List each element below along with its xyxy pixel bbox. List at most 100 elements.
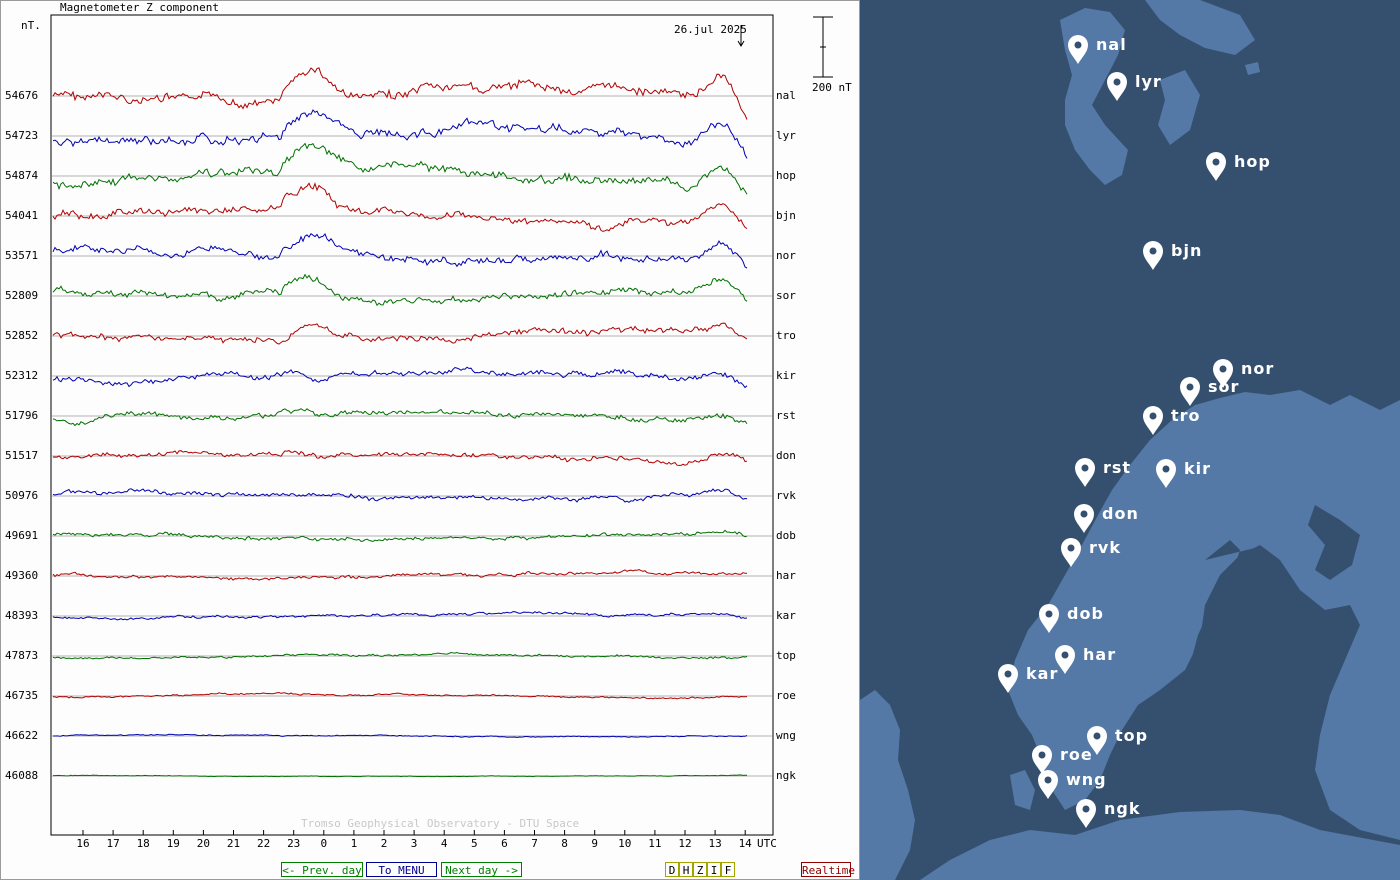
- station-marker-har[interactable]: [1055, 645, 1075, 674]
- station-map-label-kar[interactable]: kar: [1026, 664, 1059, 683]
- station-marker-roe[interactable]: [1032, 745, 1052, 774]
- station-map-label-tro[interactable]: tro: [1171, 406, 1201, 425]
- component-h-button[interactable]: H: [679, 862, 693, 877]
- component-z-button[interactable]: Z: [693, 862, 707, 877]
- station-map-label-rvk[interactable]: rvk: [1089, 538, 1121, 557]
- british-isles-land: [860, 690, 915, 880]
- station-marker-kar[interactable]: [998, 664, 1018, 693]
- station-code-kir: kir: [776, 369, 796, 382]
- station-map-label-ngk[interactable]: ngk: [1104, 799, 1141, 818]
- station-map-label-lyr[interactable]: lyr: [1135, 72, 1162, 91]
- baseline-value-roe: 46735: [5, 689, 39, 702]
- station-marker-don[interactable]: [1074, 504, 1094, 533]
- station-marker-kir[interactable]: [1156, 459, 1176, 488]
- station-map-label-nal[interactable]: nal: [1096, 35, 1127, 54]
- baseline-value-kar: 48393: [5, 609, 39, 622]
- trace-lyr: [52, 109, 748, 159]
- trace-nal: [52, 67, 748, 120]
- x-tick-label: 6: [501, 837, 508, 850]
- station-map-label-har[interactable]: har: [1083, 645, 1117, 664]
- station-code-wng: wng: [776, 729, 796, 742]
- x-tick-label: 8: [561, 837, 568, 850]
- station-map-label-kir[interactable]: kir: [1184, 459, 1212, 478]
- station-marker-wng[interactable]: [1038, 770, 1058, 799]
- trace-sor: [52, 273, 748, 307]
- gulf-of-bothnia: [1148, 540, 1260, 735]
- trace-kir: [52, 366, 748, 389]
- station-code-dob: dob: [776, 529, 796, 542]
- trace-nor: [52, 232, 748, 269]
- station-map-label-rst[interactable]: rst: [1103, 458, 1132, 477]
- x-tick-label: 19: [166, 837, 180, 850]
- menu-button[interactable]: To MENU: [366, 862, 437, 877]
- station-marker-rst[interactable]: [1075, 458, 1095, 487]
- station-marker-tro[interactable]: [1143, 406, 1163, 435]
- x-tick-label: 18: [136, 837, 150, 850]
- x-tick-label: 3: [410, 837, 418, 850]
- trace-top: [52, 651, 748, 660]
- station-code-bjn: bjn: [776, 209, 796, 222]
- x-tick-label: 2: [380, 837, 388, 850]
- station-map-label-don[interactable]: don: [1102, 504, 1139, 523]
- prev-day-button[interactable]: <- Prev. day: [281, 862, 363, 877]
- baseline-value-top: 47873: [5, 649, 39, 662]
- trace-don: [52, 450, 748, 466]
- station-marker-rvk[interactable]: [1061, 538, 1081, 567]
- x-tick-label: 10: [618, 837, 632, 850]
- station-marker-dob[interactable]: [1039, 604, 1059, 633]
- next-day-button[interactable]: Next day ->: [441, 862, 522, 877]
- station-code-don: don: [776, 449, 796, 462]
- station-marker-nor[interactable]: [1213, 359, 1233, 388]
- x-tick-label: 1: [350, 837, 358, 850]
- station-code-ngk: ngk: [776, 769, 796, 782]
- station-map-label-top[interactable]: top: [1115, 726, 1149, 745]
- station-map-label-roe[interactable]: roe: [1060, 745, 1093, 764]
- map-svg: [860, 0, 1400, 880]
- station-code-top: top: [776, 649, 796, 662]
- station-marker-bjn[interactable]: [1143, 241, 1163, 270]
- scale-bar: [813, 16, 833, 78]
- station-marker-lyr[interactable]: [1107, 72, 1127, 101]
- svalbard-east-land: [1158, 70, 1200, 145]
- component-i-button[interactable]: I: [707, 862, 721, 877]
- station-code-har: har: [776, 569, 796, 582]
- station-map-label-dob[interactable]: dob: [1067, 604, 1104, 623]
- trace-ngk: [53, 774, 747, 778]
- x-tick-label: 7: [531, 837, 538, 850]
- x-tick-label: 21: [226, 837, 241, 850]
- station-marker-nal[interactable]: [1068, 35, 1088, 64]
- station-marker-sor[interactable]: [1180, 377, 1200, 406]
- baseline-value-sor: 52809: [5, 289, 39, 302]
- station-marker-top[interactable]: [1087, 726, 1107, 755]
- component-f-button[interactable]: F: [721, 862, 735, 877]
- station-code-hop: hop: [776, 169, 796, 182]
- baseline-value-nal: 54676: [5, 89, 39, 102]
- baseline-value-nor: 53571: [5, 249, 39, 262]
- station-map-label-wng[interactable]: wng: [1066, 770, 1107, 789]
- baseline-value-bjn: 54041: [5, 209, 39, 222]
- station-marker-ngk[interactable]: [1076, 799, 1096, 828]
- continent-land: [920, 810, 1400, 880]
- x-tick-label: 17: [106, 837, 120, 850]
- station-map-label-hop[interactable]: hop: [1234, 152, 1271, 171]
- station-map-label-nor[interactable]: nor: [1241, 359, 1275, 378]
- baseline-value-rvk: 50976: [5, 489, 39, 502]
- plot-title: Magnetometer Z component: [60, 1, 219, 14]
- component-d-button[interactable]: D: [665, 862, 679, 877]
- x-tick-label: 20: [196, 837, 211, 850]
- baseline-value-tro: 52852: [5, 329, 39, 342]
- baseline-value-rst: 51796: [5, 409, 39, 422]
- realtime-button[interactable]: Realtime: [801, 862, 855, 877]
- plot-frame: [50, 14, 833, 836]
- trace-kar: [52, 611, 748, 621]
- baseline-value-kir: 52312: [5, 369, 39, 382]
- station-map-label-bjn[interactable]: bjn: [1171, 241, 1203, 260]
- station-map: nal lyr hop bjn nor sor tro rst kir don rvk dob har k…: [860, 0, 1400, 880]
- station-map-label-sor[interactable]: sor: [1208, 377, 1240, 396]
- baseline-value-dob: 49691: [5, 529, 39, 542]
- credit-text: Tromso Geophysical Observatory - DTU Spa…: [301, 817, 580, 830]
- baseline-value-wng: 46622: [5, 729, 39, 742]
- station-marker-hop[interactable]: [1206, 152, 1226, 181]
- station-code-rst: rst: [776, 409, 796, 422]
- trace-hop: [52, 142, 748, 195]
